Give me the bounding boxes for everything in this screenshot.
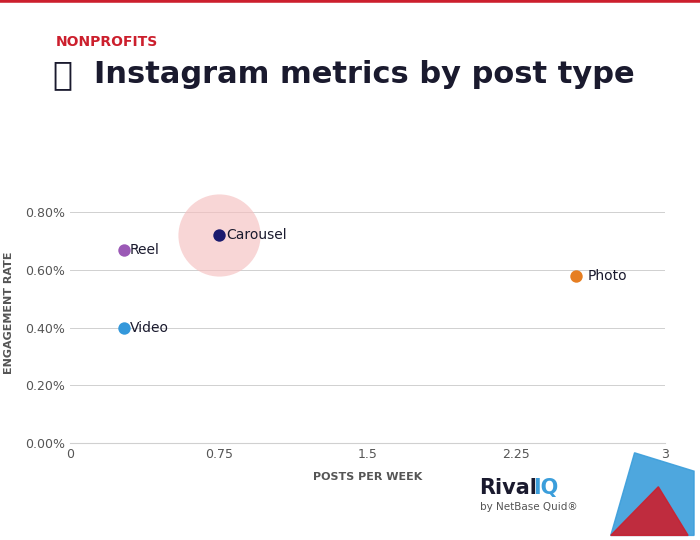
Text: IQ: IQ bbox=[533, 478, 559, 498]
Polygon shape bbox=[610, 453, 694, 536]
Point bbox=[118, 246, 129, 254]
Text: NONPROFITS: NONPROFITS bbox=[56, 35, 158, 49]
Point bbox=[213, 231, 224, 240]
Text: Carousel: Carousel bbox=[227, 228, 287, 242]
Text: Video: Video bbox=[130, 321, 169, 335]
Point bbox=[213, 231, 224, 240]
Text: Photo: Photo bbox=[587, 269, 627, 283]
X-axis label: POSTS PER WEEK: POSTS PER WEEK bbox=[313, 472, 422, 482]
Point bbox=[570, 272, 581, 280]
Y-axis label: ENGAGEMENT RATE: ENGAGEMENT RATE bbox=[4, 252, 14, 374]
Text: Reel: Reel bbox=[130, 243, 160, 257]
Text: Rival: Rival bbox=[480, 478, 538, 498]
Text: Instagram metrics by post type: Instagram metrics by post type bbox=[94, 60, 635, 89]
Text: by NetBase Quid®: by NetBase Quid® bbox=[480, 502, 577, 512]
Polygon shape bbox=[610, 487, 688, 536]
Point bbox=[118, 323, 129, 332]
Text: ⓘ: ⓘ bbox=[52, 58, 73, 91]
